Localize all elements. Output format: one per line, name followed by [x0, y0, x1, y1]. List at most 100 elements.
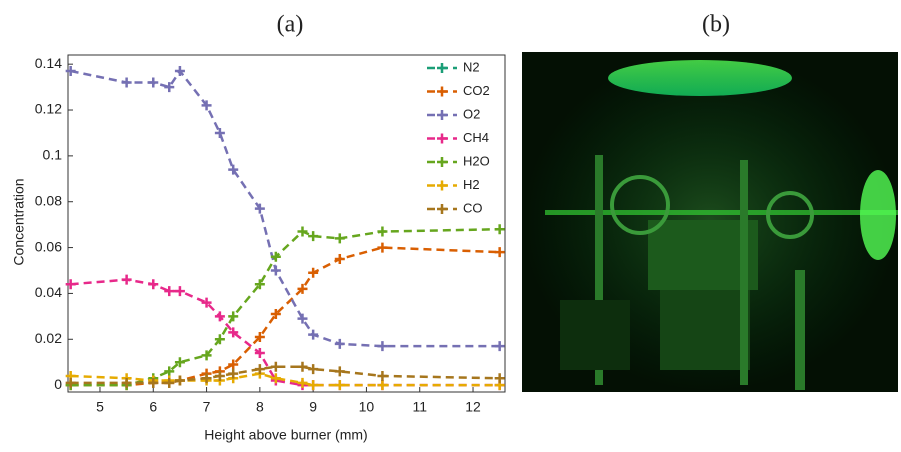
panel-label: (b): [702, 12, 730, 38]
data-point: [65, 377, 76, 388]
data-point: [148, 377, 159, 388]
plot-area: [67, 54, 506, 393]
data-point: [270, 265, 281, 276]
data-point: [254, 279, 265, 290]
data-point: [377, 242, 388, 253]
data-point: [121, 377, 132, 388]
y-axis-label: Concentration: [11, 178, 27, 265]
y-tick-label: 0.12: [35, 101, 62, 117]
y-tick-label: 0.04: [35, 284, 62, 300]
data-point: [121, 274, 132, 285]
data-point: [164, 366, 175, 377]
x-tick-label: 9: [309, 399, 317, 415]
series-line: [70, 372, 500, 387]
data-point: [214, 127, 225, 138]
data-point: [494, 373, 505, 384]
legend-marker: [437, 63, 447, 73]
data-point: [297, 361, 308, 372]
data-point: [201, 350, 212, 361]
legend-label: H2O: [463, 153, 490, 168]
legend-label: CO: [463, 200, 483, 215]
data-point: [308, 267, 319, 278]
legend-marker: [437, 157, 447, 167]
legend-marker: [437, 110, 447, 120]
data-point: [494, 341, 505, 352]
data-point: [254, 348, 265, 359]
legend-marker: [437, 180, 447, 191]
data-point: [214, 370, 225, 381]
x-tick-label: 6: [149, 399, 157, 415]
series-line: [70, 278, 500, 387]
data-point: [334, 233, 345, 244]
data-point: [214, 311, 225, 322]
legend-marker: [437, 133, 447, 144]
data-point: [334, 338, 345, 349]
data-point: [174, 357, 185, 368]
data-point: [297, 283, 308, 294]
y-tick-label: 0: [54, 376, 62, 392]
x-tick-label: 8: [256, 399, 264, 415]
data-point: [228, 359, 239, 370]
data-point: [121, 77, 132, 88]
data-point: [270, 361, 281, 372]
legend-marker: [437, 204, 447, 214]
legend-label: CO2: [463, 83, 490, 98]
data-point: [174, 286, 185, 297]
data-point: [201, 297, 212, 308]
x-tick-label: 7: [203, 399, 211, 415]
y-tick-label: 0.06: [35, 238, 62, 254]
data-point: [334, 254, 345, 265]
data-point: [254, 203, 265, 214]
data-point: [228, 368, 239, 379]
data-point: [201, 373, 212, 384]
data-point: [297, 226, 308, 237]
data-point: [494, 224, 505, 235]
data-point: [308, 380, 319, 391]
data-point: [65, 66, 76, 77]
data-point: [494, 247, 505, 258]
data-point: [201, 100, 212, 111]
data-point: [377, 380, 388, 391]
y-tick-label: 0.02: [35, 330, 62, 346]
series-line: [70, 365, 500, 385]
legend-marker: [437, 86, 447, 97]
data-point: [164, 286, 175, 297]
y-tick-label: 0.14: [35, 55, 62, 71]
series-line: [70, 227, 500, 387]
data-point: [228, 311, 239, 322]
data-point: [254, 364, 265, 375]
legend-label: N2: [463, 59, 480, 74]
y-tick-label: 0.08: [35, 192, 62, 208]
data-point: [214, 334, 225, 345]
data-point: [377, 370, 388, 381]
data-point: [297, 313, 308, 324]
x-tick-label: 11: [412, 399, 427, 415]
x-axis-label: Height above burner (mm): [204, 427, 367, 443]
data-point: [377, 226, 388, 237]
data-point: [308, 364, 319, 375]
data-point: [228, 164, 239, 175]
data-point: [377, 341, 388, 352]
series-line: [70, 246, 500, 387]
data-point: [148, 279, 159, 290]
data-point: [164, 377, 175, 388]
x-tick-label: 5: [96, 399, 104, 415]
data-point: [308, 231, 319, 242]
data-point: [174, 66, 185, 77]
data-point: [254, 331, 265, 342]
data-point: [228, 327, 239, 338]
data-point: [334, 380, 345, 391]
data-point: [270, 373, 281, 384]
panel-label: (a): [277, 12, 304, 38]
legend-label: O2: [463, 106, 480, 121]
data-point: [334, 366, 345, 377]
legend-label: CH4: [463, 130, 489, 145]
data-point: [297, 377, 308, 388]
data-point: [270, 251, 281, 262]
data-point: [148, 77, 159, 88]
data-point: [164, 82, 175, 93]
data-point: [65, 279, 76, 290]
x-tick-label: 12: [465, 399, 481, 415]
data-point: [308, 329, 319, 340]
